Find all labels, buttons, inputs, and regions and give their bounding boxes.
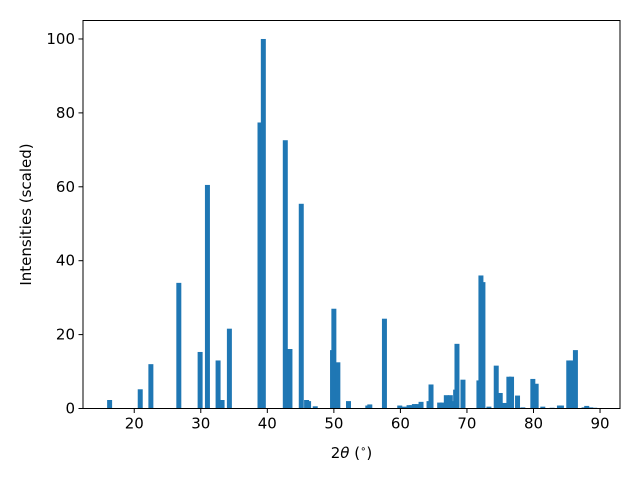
- bar: [406, 405, 412, 409]
- bar: [197, 351, 203, 409]
- bar: [437, 402, 443, 409]
- bar: [346, 401, 352, 409]
- bar: [148, 364, 154, 409]
- bar: [397, 405, 403, 409]
- bar: [415, 404, 421, 409]
- bar: [486, 406, 492, 409]
- bar: [176, 282, 182, 409]
- x-tick-label: 70: [457, 415, 476, 433]
- bar: [558, 405, 564, 409]
- bar: [306, 401, 312, 409]
- y-tick-label: 60: [56, 178, 75, 196]
- bar: [588, 407, 594, 409]
- bar: [312, 406, 318, 409]
- bar: [107, 400, 113, 409]
- y-axis-label: Intensities (scaled): [17, 143, 35, 285]
- bar: [282, 140, 288, 409]
- bar: [335, 362, 341, 409]
- y-tick-label: 40: [56, 252, 75, 270]
- bar: [367, 404, 373, 409]
- x-axis-ticks: 20 30 40 50 60 70 80 90: [125, 408, 610, 433]
- x-axis-label: 2θ (∘): [331, 444, 372, 462]
- x-tick-label: 30: [191, 415, 210, 433]
- bar: [428, 384, 434, 409]
- bar: [530, 378, 536, 409]
- bar: [418, 401, 424, 409]
- bar: [460, 379, 466, 409]
- x-tick-label: 80: [524, 415, 543, 433]
- bar: [204, 184, 210, 409]
- y-tick-label: 80: [56, 104, 75, 122]
- bar: [509, 376, 515, 409]
- bar: [219, 400, 225, 409]
- y-tick-label: 20: [56, 326, 75, 344]
- bar: [298, 203, 304, 409]
- bars-group: [107, 38, 598, 409]
- bar: [409, 405, 415, 409]
- bar: [572, 350, 578, 409]
- bar: [540, 406, 546, 409]
- bar: [439, 402, 445, 409]
- bar: [257, 122, 263, 409]
- bar: [331, 308, 337, 409]
- bar: [137, 389, 143, 409]
- bar: [449, 401, 455, 409]
- bar: [260, 38, 266, 409]
- bar: [226, 328, 232, 409]
- bar: [401, 406, 407, 409]
- x-tick-label: 90: [590, 415, 609, 433]
- bar: [515, 395, 521, 409]
- x-tick-label: 60: [391, 415, 410, 433]
- bar: [287, 349, 293, 409]
- bar: [454, 343, 460, 409]
- bar: [566, 360, 572, 409]
- bar: [520, 407, 526, 409]
- x-tick-label: 40: [258, 415, 277, 433]
- bar: [581, 407, 587, 409]
- bar: [493, 365, 499, 409]
- bar: [533, 383, 539, 409]
- y-tick-label: 100: [46, 30, 75, 48]
- bar: [381, 318, 387, 409]
- x-tick-label: 20: [125, 415, 144, 433]
- y-tick-label: 0: [65, 400, 75, 418]
- bar: [501, 402, 507, 409]
- bar: [506, 376, 512, 409]
- bar: [443, 395, 449, 409]
- bar: [480, 282, 486, 409]
- x-tick-label: 50: [324, 415, 343, 433]
- bar: [584, 405, 590, 409]
- y-axis-ticks: 0 20 40 60 80 100: [46, 30, 83, 418]
- bar: [411, 404, 417, 409]
- plot-frame: [82, 20, 621, 409]
- bar: [568, 360, 574, 409]
- bar: [215, 360, 221, 409]
- bar: [497, 392, 503, 409]
